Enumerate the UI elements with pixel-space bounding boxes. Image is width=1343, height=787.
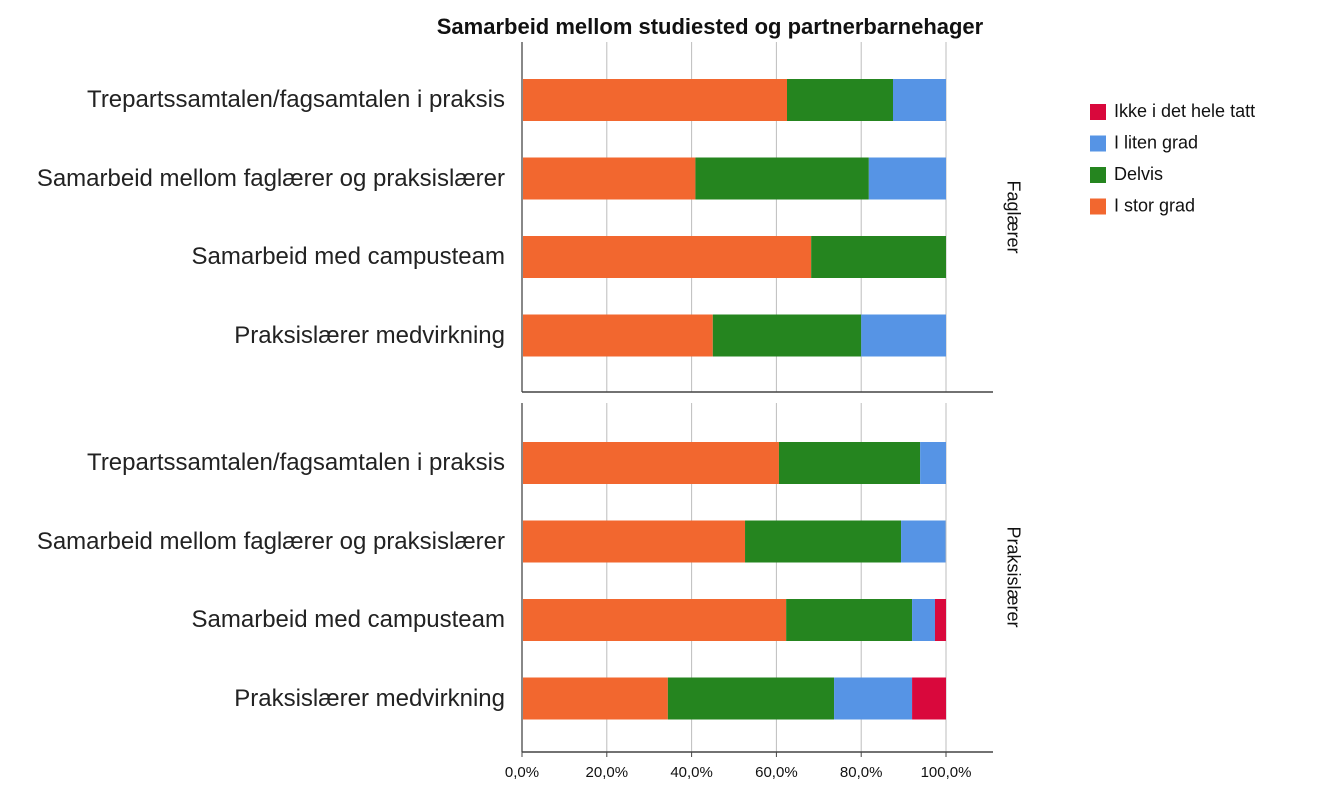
legend-label: Delvis bbox=[1114, 164, 1163, 184]
bar-segment bbox=[912, 599, 935, 641]
bar-segment bbox=[920, 442, 946, 484]
bar-segment bbox=[868, 157, 946, 200]
bar-segment bbox=[522, 79, 787, 121]
bar-segment bbox=[522, 520, 746, 563]
legend-label: I stor grad bbox=[1114, 195, 1195, 215]
legend-swatch bbox=[1090, 167, 1106, 183]
x-tick-label: 0,0% bbox=[505, 764, 539, 781]
bar-segment bbox=[522, 599, 787, 641]
bar-segment bbox=[522, 314, 713, 357]
bar-segment bbox=[861, 314, 946, 357]
bar-segment bbox=[695, 157, 869, 200]
legend-label: I liten grad bbox=[1114, 132, 1198, 152]
bar-segment bbox=[712, 314, 862, 357]
legend-label: Ikke i det hele tatt bbox=[1114, 101, 1255, 121]
bar-segment bbox=[934, 599, 946, 641]
bar-segment bbox=[901, 520, 946, 563]
x-tick-label: 100,0% bbox=[921, 764, 972, 781]
legend-swatch bbox=[1090, 135, 1106, 152]
facet-label: Praksislærer bbox=[1003, 526, 1023, 627]
bar-segment bbox=[522, 442, 779, 484]
category-label: Trepartssamtalen/fagsamtalen i praksis bbox=[87, 86, 505, 113]
bar-segment bbox=[912, 677, 946, 720]
category-label: Praksislærer medvirkning bbox=[234, 684, 505, 712]
bar-segment bbox=[522, 677, 668, 720]
category-label: Praksislærer medvirkning bbox=[234, 321, 505, 349]
category-label: Samarbeid mellom faglærer og praksislære… bbox=[36, 527, 505, 555]
bar-segment bbox=[834, 677, 913, 720]
bar-segment bbox=[893, 79, 946, 121]
x-tick-label: 40,0% bbox=[670, 764, 713, 781]
facet-label: Faglærer bbox=[1003, 180, 1023, 253]
bar-segment bbox=[522, 236, 812, 278]
bar-segment bbox=[778, 442, 921, 484]
x-tick-label: 20,0% bbox=[586, 764, 629, 781]
bar-segment bbox=[787, 79, 893, 121]
category-label: Samarbeid med campusteam bbox=[191, 606, 505, 633]
bar-segment bbox=[811, 236, 946, 278]
bar-segment bbox=[745, 520, 902, 563]
category-label: Samarbeid mellom faglærer og praksislære… bbox=[36, 164, 505, 192]
x-tick-label: 60,0% bbox=[755, 764, 798, 781]
bar-segment bbox=[667, 677, 835, 720]
category-label: Trepartssamtalen/fagsamtalen i praksis bbox=[87, 449, 505, 476]
category-label: Samarbeid med campusteam bbox=[191, 243, 505, 270]
chart-title: Samarbeid mellom studiested og partnerba… bbox=[437, 14, 984, 39]
bar-segment bbox=[786, 599, 913, 641]
x-tick-label: 80,0% bbox=[840, 764, 883, 781]
legend-swatch bbox=[1090, 198, 1106, 215]
legend-swatch bbox=[1090, 104, 1106, 120]
bar-segment bbox=[522, 157, 696, 200]
